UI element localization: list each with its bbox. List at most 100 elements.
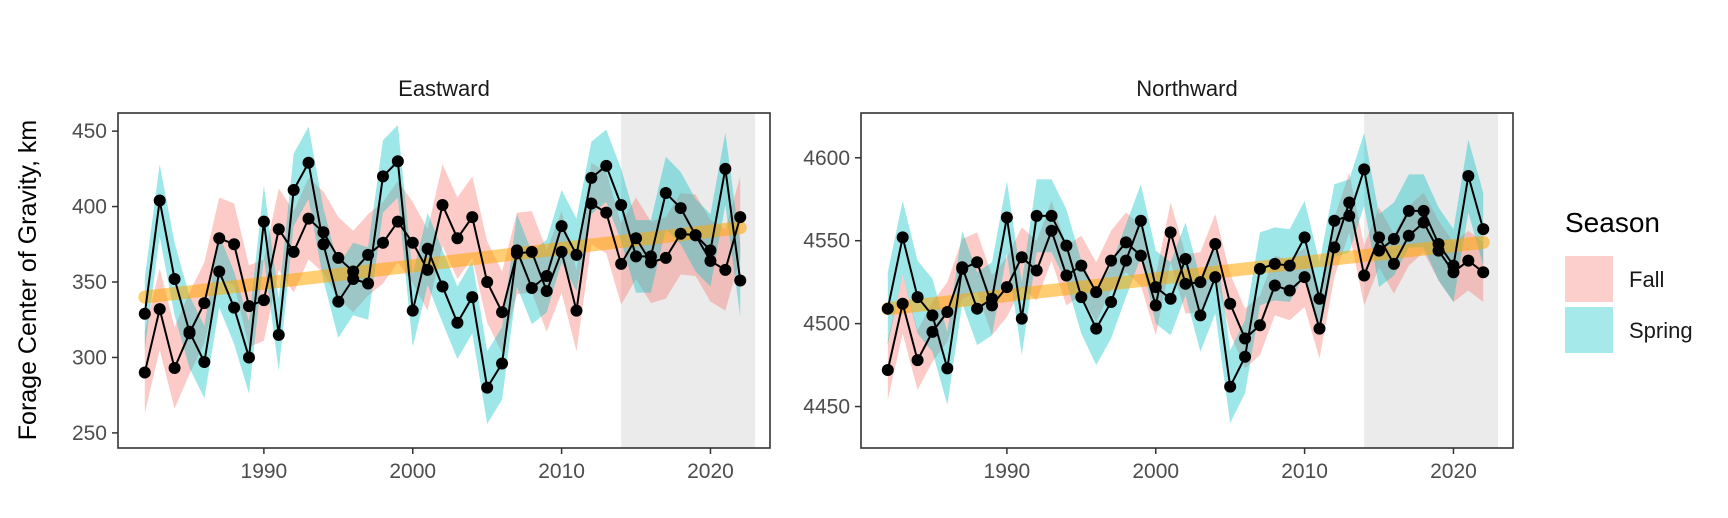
point-fall-2020 <box>704 254 717 267</box>
point-fall-2009 <box>1283 284 1296 297</box>
point-fall-1984 <box>168 362 181 375</box>
y-tick-label: 4450 <box>803 396 850 419</box>
point-spring-2012 <box>1328 214 1341 227</box>
point-spring-1986 <box>198 355 211 368</box>
point-fall-2014 <box>1358 269 1371 282</box>
point-fall-2017 <box>659 251 672 264</box>
point-fall-1995 <box>1075 259 1088 272</box>
point-spring-2000 <box>1149 281 1162 294</box>
point-spring-2002 <box>436 280 449 293</box>
point-spring-2015 <box>630 250 643 263</box>
point-fall-2006 <box>496 306 509 319</box>
point-spring-2005 <box>481 381 494 394</box>
point-fall-1990 <box>1000 281 1013 294</box>
point-spring-2019 <box>689 229 702 242</box>
point-fall-1993 <box>302 212 315 225</box>
point-fall-2003 <box>451 232 464 245</box>
point-fall-1999 <box>1134 249 1147 262</box>
point-fall-2021 <box>719 263 732 276</box>
y-tick-label: 300 <box>72 346 107 369</box>
point-spring-1990 <box>1000 211 1013 224</box>
point-spring-2015 <box>1373 244 1386 257</box>
point-spring-2020 <box>1447 259 1460 272</box>
point-spring-2018 <box>674 202 687 215</box>
point-fall-2013 <box>600 206 613 219</box>
point-spring-2013 <box>1343 209 1356 222</box>
point-spring-1998 <box>376 170 389 183</box>
point-fall-1984 <box>911 354 924 367</box>
point-fall-2008 <box>1268 279 1281 292</box>
y-axis-title: Forage Center of Gravity, km <box>14 120 42 440</box>
point-fall-1997 <box>362 248 375 261</box>
point-spring-2007 <box>510 244 523 257</box>
x-tick-label: 2000 <box>1132 460 1179 483</box>
point-spring-2014 <box>1358 163 1371 176</box>
point-spring-2022 <box>734 274 747 287</box>
point-fall-1982 <box>138 366 151 379</box>
point-fall-1990 <box>257 294 270 307</box>
point-spring-1990 <box>257 215 270 228</box>
point-spring-2005 <box>1224 380 1237 393</box>
point-fall-1993 <box>1045 224 1058 237</box>
point-fall-1992 <box>1030 264 1043 277</box>
legend-title: Season <box>1565 207 1660 238</box>
point-spring-2018 <box>1417 204 1430 217</box>
point-spring-1992 <box>1030 209 1043 222</box>
panel-border <box>860 112 1514 449</box>
point-fall-2000 <box>406 236 419 249</box>
point-fall-1999 <box>391 215 404 228</box>
y-tick-label: 250 <box>72 422 107 445</box>
point-spring-2003 <box>451 316 464 329</box>
point-fall-2004 <box>466 211 479 224</box>
point-spring-1995 <box>1075 291 1088 304</box>
y-tick-label: 4600 <box>803 147 850 170</box>
x-tick-label: 2010 <box>1281 460 1328 483</box>
point-spring-2020 <box>704 244 717 257</box>
legend-key-spring <box>1565 307 1613 353</box>
y-tick-label: 400 <box>72 196 107 219</box>
point-spring-2013 <box>600 159 613 172</box>
shaded-period <box>1364 113 1499 448</box>
point-spring-1997 <box>362 277 375 290</box>
point-spring-2011 <box>570 248 583 261</box>
point-fall-1998 <box>1119 236 1132 249</box>
y-tick-label: 4550 <box>803 230 850 253</box>
point-spring-1987 <box>213 265 226 278</box>
point-fall-2001 <box>1164 226 1177 239</box>
x-tick-label: 2010 <box>538 460 585 483</box>
point-spring-2021 <box>1462 170 1475 183</box>
point-fall-2006 <box>1239 332 1252 345</box>
point-spring-2016 <box>644 250 657 263</box>
point-spring-1996 <box>1090 322 1103 335</box>
point-spring-2008 <box>525 282 538 295</box>
point-spring-1996 <box>347 272 360 285</box>
point-spring-1992 <box>287 183 300 196</box>
point-spring-1991 <box>272 328 285 341</box>
x-tick-label: 1990 <box>984 460 1031 483</box>
point-spring-1995 <box>332 295 345 308</box>
point-spring-1994 <box>317 238 330 251</box>
point-fall-2010 <box>555 245 568 258</box>
point-spring-2006 <box>1239 350 1252 363</box>
point-fall-1986 <box>941 306 954 319</box>
point-spring-2009 <box>540 269 553 282</box>
point-spring-1987 <box>956 261 969 274</box>
point-spring-1988 <box>971 302 984 315</box>
point-spring-1982 <box>138 307 151 320</box>
x-tick-label: 2020 <box>1430 460 1477 483</box>
legend-label-fall: Fall <box>1629 267 1664 292</box>
point-fall-1989 <box>242 300 255 313</box>
point-spring-2001 <box>421 242 434 255</box>
point-fall-2015 <box>1373 231 1386 244</box>
x-tick-label: 2020 <box>687 460 734 483</box>
point-spring-2016 <box>1387 233 1400 246</box>
point-spring-2014 <box>615 199 628 212</box>
point-spring-2011 <box>1313 292 1326 305</box>
point-fall-1994 <box>1060 269 1073 282</box>
point-spring-2009 <box>1283 259 1296 272</box>
point-spring-1983 <box>896 231 909 244</box>
point-fall-1983 <box>896 297 909 310</box>
panel-title: Northward <box>1136 76 1237 101</box>
point-fall-2016 <box>1387 257 1400 270</box>
